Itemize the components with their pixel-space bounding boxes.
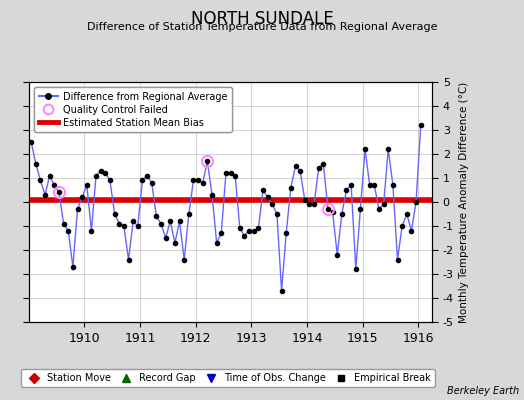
Y-axis label: Monthly Temperature Anomaly Difference (°C): Monthly Temperature Anomaly Difference (… [460, 81, 470, 323]
Text: Berkeley Earth: Berkeley Earth [446, 386, 519, 396]
Legend: Station Move, Record Gap, Time of Obs. Change, Empirical Break: Station Move, Record Gap, Time of Obs. C… [20, 369, 434, 387]
Text: NORTH SUNDALE: NORTH SUNDALE [191, 10, 333, 28]
Legend: Difference from Regional Average, Quality Control Failed, Estimated Station Mean: Difference from Regional Average, Qualit… [34, 87, 232, 132]
Text: Difference of Station Temperature Data from Regional Average: Difference of Station Temperature Data f… [87, 22, 437, 32]
